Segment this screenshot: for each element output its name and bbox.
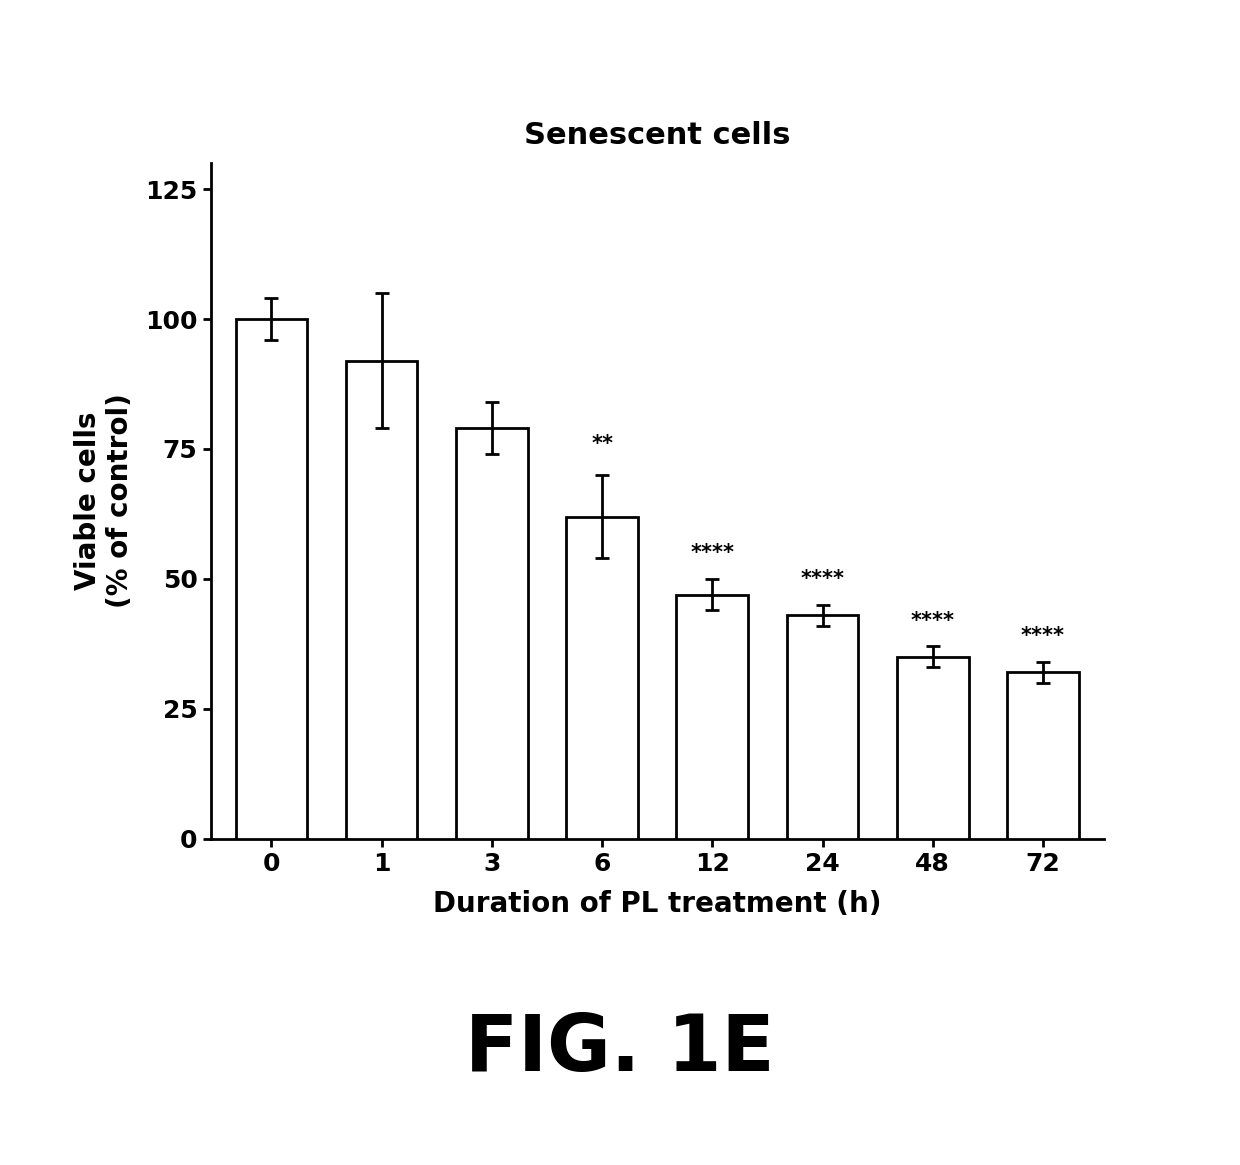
Bar <box>786 615 858 839</box>
Bar <box>346 361 418 839</box>
Title: Senescent cells: Senescent cells <box>525 121 790 149</box>
Text: **: ** <box>591 435 613 454</box>
Bar <box>236 319 308 839</box>
Y-axis label: Viable cells
(% of control): Viable cells (% of control) <box>73 394 134 608</box>
X-axis label: Duration of PL treatment (h): Duration of PL treatment (h) <box>433 890 882 918</box>
Bar <box>677 594 748 839</box>
Text: ****: **** <box>1021 627 1065 647</box>
Text: ****: **** <box>691 543 734 564</box>
Bar <box>567 516 637 839</box>
Bar <box>897 657 968 839</box>
Bar <box>456 429 528 839</box>
Text: ****: **** <box>910 610 955 631</box>
Text: FIG. 1E: FIG. 1E <box>465 1010 775 1087</box>
Bar <box>1007 672 1079 839</box>
Text: ****: **** <box>801 570 844 589</box>
